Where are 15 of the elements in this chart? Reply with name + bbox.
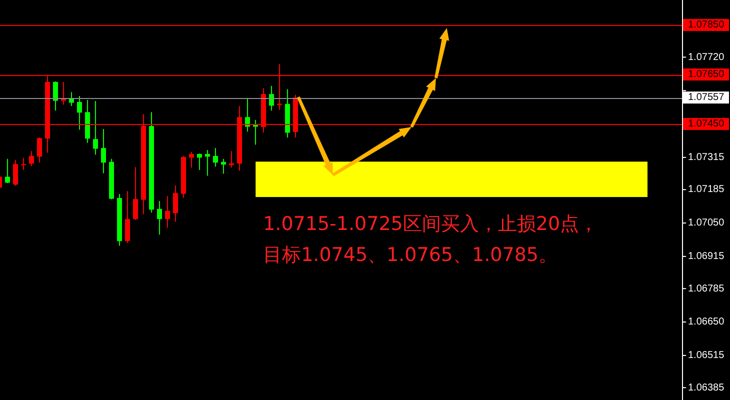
ref-label: 1.07450 <box>688 118 724 130</box>
tick-label: 1.06650 <box>688 316 724 328</box>
tick-label: 1.07315 <box>688 152 724 164</box>
tick-label: 1.06385 <box>688 382 724 394</box>
ref-label: 1.07850 <box>688 20 724 31</box>
tick-label: 1.07185 <box>688 184 724 196</box>
tick-label: 1.07050 <box>688 218 724 229</box>
tick-label: 1.06915 <box>688 251 724 262</box>
tick-label: 1.07720 <box>688 52 724 63</box>
annotation: 目标1.0745、1.0765、1.0785。 <box>263 244 558 266</box>
ref-label: 1.07557 <box>688 92 724 104</box>
tick-label: 1.06515 <box>688 350 724 362</box>
ref-label: 1.07650 <box>688 69 724 80</box>
tick-label: 1.06785 <box>688 283 724 294</box>
annotation: 1.0715-1.0725区间买入，止损20点， <box>263 213 598 235</box>
